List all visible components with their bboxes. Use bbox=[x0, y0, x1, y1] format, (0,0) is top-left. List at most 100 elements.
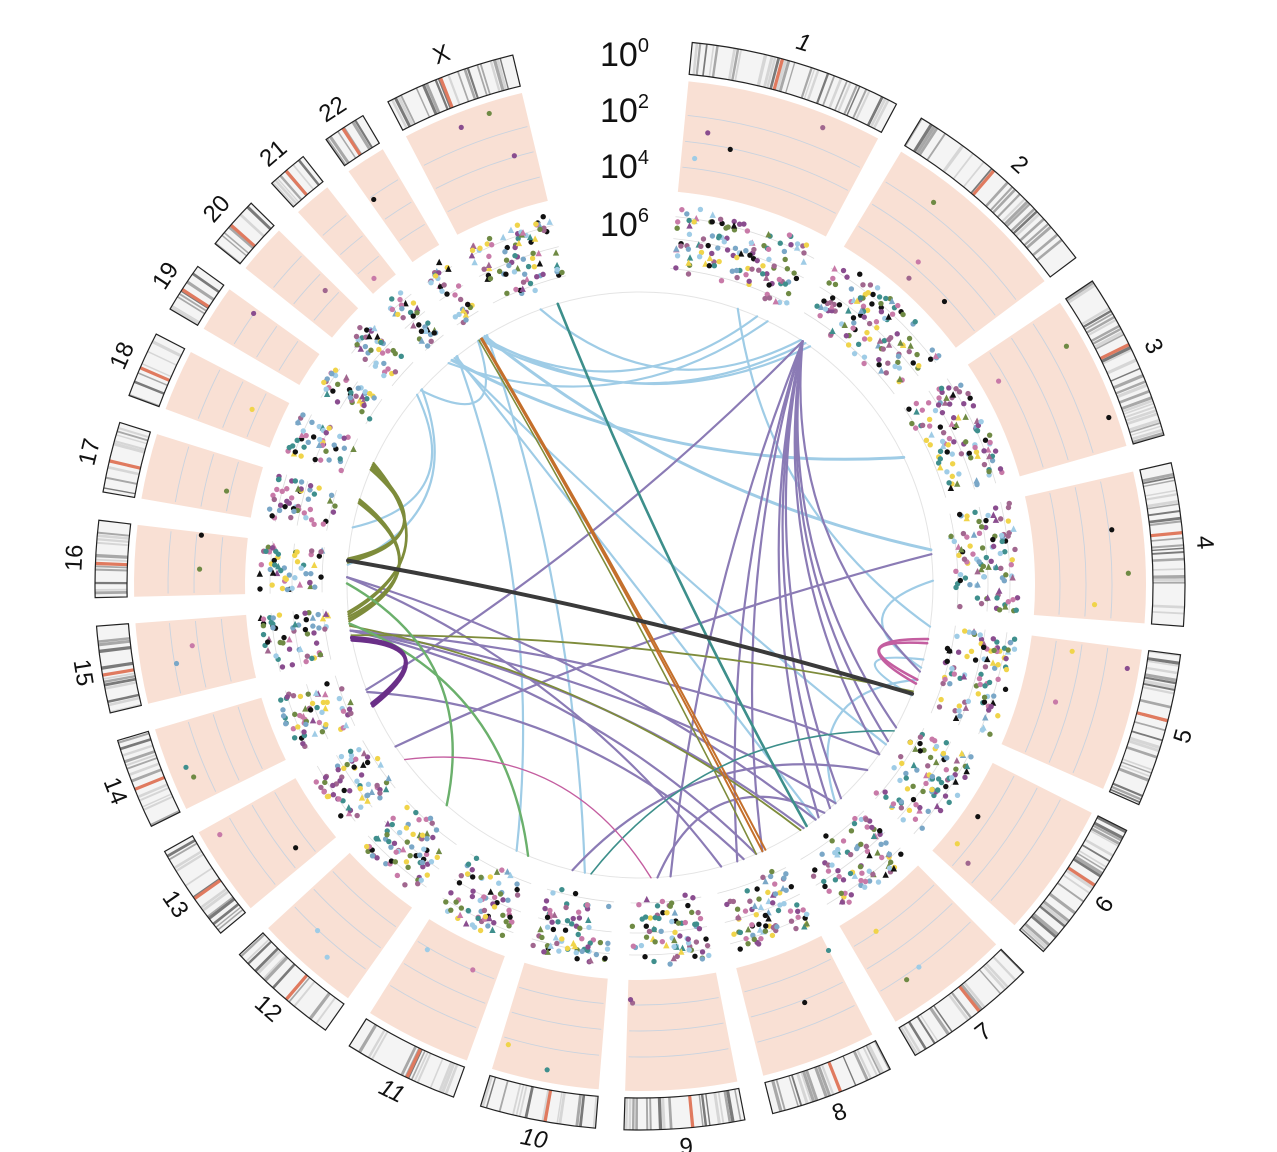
track-point bbox=[324, 954, 330, 960]
ideogram-outline-chr2 bbox=[903, 117, 1077, 278]
mutation-point bbox=[731, 218, 737, 225]
mutation-point bbox=[957, 577, 964, 584]
mutation-point bbox=[389, 296, 395, 302]
mutation-point bbox=[866, 878, 873, 884]
mutation-point bbox=[956, 511, 963, 518]
cytoband bbox=[215, 906, 242, 928]
track-gridline bbox=[167, 531, 172, 594]
cytoband bbox=[447, 74, 461, 106]
cytoband bbox=[96, 537, 129, 543]
point-track-gridline bbox=[815, 831, 886, 886]
mutation-point bbox=[925, 763, 931, 769]
cytoband bbox=[635, 1097, 638, 1130]
mutation-point bbox=[933, 743, 940, 750]
mutation-point bbox=[314, 704, 320, 711]
cytoband bbox=[444, 1063, 459, 1095]
mutation-point bbox=[983, 517, 989, 524]
mutation-point bbox=[1006, 500, 1012, 507]
mutation-point bbox=[899, 760, 905, 767]
mutation-point bbox=[403, 859, 410, 865]
cytoband bbox=[970, 168, 993, 194]
mutation-point bbox=[292, 478, 299, 484]
mutation-point bbox=[487, 874, 494, 880]
chr-label-18: 18 bbox=[105, 338, 140, 373]
cytoband bbox=[790, 1074, 803, 1106]
cytoband bbox=[394, 97, 412, 128]
cytoband bbox=[734, 1089, 742, 1121]
mutation-point bbox=[981, 448, 987, 454]
track-point bbox=[727, 146, 733, 152]
mutation-point bbox=[372, 363, 379, 369]
ideogram-outline-chr17 bbox=[102, 421, 152, 499]
scale-label-3: 104 bbox=[600, 147, 649, 186]
mutation-point bbox=[344, 761, 350, 768]
cytoband bbox=[1001, 198, 1026, 223]
cytoband bbox=[766, 56, 777, 89]
point-track-gridline bbox=[903, 407, 947, 498]
mutation-point bbox=[927, 356, 934, 362]
mutation-point bbox=[730, 898, 737, 905]
mutation-point bbox=[514, 222, 521, 228]
ideogram-outline-chr14 bbox=[116, 730, 181, 828]
track-gridline bbox=[251, 804, 296, 869]
mutation-point bbox=[767, 873, 774, 880]
cytoband bbox=[254, 947, 279, 973]
mutation-point bbox=[424, 872, 430, 878]
mutation-point bbox=[751, 936, 757, 942]
mutation-triangle bbox=[954, 480, 961, 487]
mutation-point bbox=[513, 286, 519, 293]
mutation-point bbox=[276, 476, 282, 482]
mutation-point bbox=[744, 228, 751, 234]
point-track-gridline bbox=[478, 246, 559, 277]
mutation-triangle bbox=[955, 543, 962, 550]
mutation-point bbox=[288, 514, 294, 521]
cytoband bbox=[919, 1014, 939, 1042]
mutation-point bbox=[284, 586, 291, 593]
track-point bbox=[1124, 665, 1130, 672]
track-point bbox=[820, 125, 826, 131]
cytoband bbox=[262, 955, 286, 980]
density-track-chr20 bbox=[245, 230, 359, 338]
mutation-point bbox=[847, 851, 854, 858]
cytoband bbox=[866, 96, 884, 127]
cytoband bbox=[1078, 849, 1107, 868]
mutation-point bbox=[389, 821, 395, 828]
mutation-point bbox=[772, 881, 778, 887]
track-point bbox=[196, 566, 203, 572]
mutation-point bbox=[358, 804, 364, 810]
scale-label-4: 106 bbox=[600, 205, 649, 244]
mutation-point bbox=[777, 240, 783, 246]
mutation-point bbox=[424, 836, 430, 842]
mutation-point bbox=[949, 451, 955, 457]
mutation-point bbox=[319, 728, 326, 735]
mutation-point bbox=[850, 325, 856, 331]
cytoband bbox=[1022, 925, 1048, 949]
centromere-band bbox=[405, 1048, 422, 1079]
cytoband bbox=[1036, 238, 1063, 262]
track-point bbox=[293, 845, 299, 851]
mutation-triangle bbox=[857, 307, 865, 314]
track-gridline bbox=[951, 775, 1015, 867]
mutation-point bbox=[698, 249, 705, 256]
mutation-point bbox=[695, 909, 701, 916]
track-gridline bbox=[222, 381, 244, 428]
mutation-point bbox=[906, 348, 912, 355]
mutation-point bbox=[800, 907, 806, 913]
mutation-point bbox=[392, 369, 399, 375]
mutation-point bbox=[917, 748, 923, 754]
mutation-point bbox=[956, 552, 962, 559]
mutation-point bbox=[830, 275, 836, 282]
cytoband bbox=[775, 1079, 786, 1111]
chr-label-4: 4 bbox=[1191, 535, 1219, 550]
cytoband bbox=[631, 1097, 635, 1130]
mutation-triangle bbox=[928, 431, 935, 438]
mutation-triangle bbox=[551, 911, 558, 918]
mutation-point bbox=[284, 694, 290, 700]
cytoband bbox=[1112, 373, 1144, 390]
mutation-triangle bbox=[275, 563, 282, 570]
mutation-point bbox=[788, 883, 795, 890]
mutation-triangle bbox=[996, 587, 1003, 594]
sv-link bbox=[480, 337, 764, 853]
mutation-point bbox=[391, 840, 398, 847]
mutation-point bbox=[651, 958, 657, 965]
